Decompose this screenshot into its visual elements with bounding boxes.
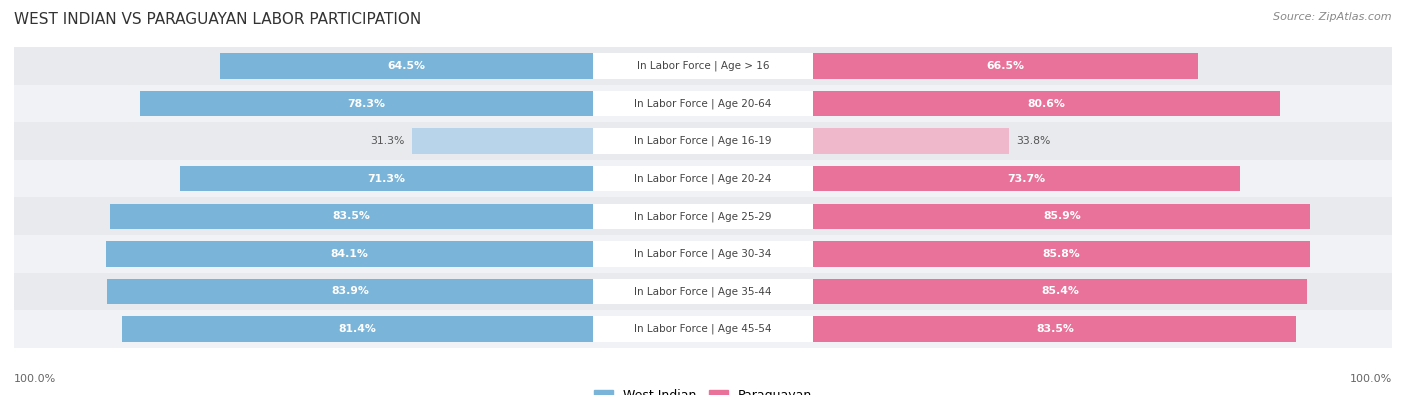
Bar xyxy=(14,160,1392,198)
Text: 33.8%: 33.8% xyxy=(1015,136,1050,146)
Bar xyxy=(813,278,1308,304)
Bar xyxy=(593,53,813,79)
Text: Source: ZipAtlas.com: Source: ZipAtlas.com xyxy=(1274,12,1392,22)
Text: In Labor Force | Age 25-29: In Labor Force | Age 25-29 xyxy=(634,211,772,222)
Bar xyxy=(14,122,1392,160)
Bar xyxy=(105,241,593,267)
Bar xyxy=(412,128,593,154)
Bar xyxy=(593,316,813,342)
Text: 80.6%: 80.6% xyxy=(1028,99,1066,109)
Text: 71.3%: 71.3% xyxy=(367,174,405,184)
Bar xyxy=(107,278,593,304)
Text: In Labor Force | Age > 16: In Labor Force | Age > 16 xyxy=(637,61,769,71)
Bar xyxy=(593,128,813,154)
Bar xyxy=(813,128,1010,154)
Bar xyxy=(593,91,813,117)
Text: 66.5%: 66.5% xyxy=(987,61,1025,71)
Text: In Labor Force | Age 20-64: In Labor Force | Age 20-64 xyxy=(634,98,772,109)
Text: WEST INDIAN VS PARAGUAYAN LABOR PARTICIPATION: WEST INDIAN VS PARAGUAYAN LABOR PARTICIP… xyxy=(14,12,422,27)
Bar xyxy=(14,310,1392,348)
Bar xyxy=(14,198,1392,235)
Bar xyxy=(813,316,1296,342)
Text: 73.7%: 73.7% xyxy=(1008,174,1046,184)
Text: 31.3%: 31.3% xyxy=(370,136,405,146)
Bar xyxy=(593,203,813,229)
Text: 81.4%: 81.4% xyxy=(339,324,377,334)
Bar xyxy=(180,166,593,192)
Bar xyxy=(593,166,813,192)
Text: 78.3%: 78.3% xyxy=(347,99,385,109)
Text: 83.9%: 83.9% xyxy=(330,286,368,296)
Bar xyxy=(593,241,813,267)
Text: 85.8%: 85.8% xyxy=(1043,249,1080,259)
Bar xyxy=(139,91,593,117)
Bar xyxy=(14,47,1392,85)
Text: 100.0%: 100.0% xyxy=(14,374,56,384)
Text: In Labor Force | Age 30-34: In Labor Force | Age 30-34 xyxy=(634,248,772,259)
Bar xyxy=(813,166,1240,192)
Text: 84.1%: 84.1% xyxy=(330,249,368,259)
Bar xyxy=(813,241,1310,267)
Bar xyxy=(813,53,1198,79)
Text: In Labor Force | Age 20-24: In Labor Force | Age 20-24 xyxy=(634,173,772,184)
Bar xyxy=(219,53,593,79)
Bar xyxy=(122,316,593,342)
Legend: West Indian, Paraguayan: West Indian, Paraguayan xyxy=(589,384,817,395)
Text: In Labor Force | Age 45-54: In Labor Force | Age 45-54 xyxy=(634,324,772,334)
Bar xyxy=(813,203,1310,229)
Bar xyxy=(14,273,1392,310)
Bar xyxy=(14,85,1392,122)
Text: In Labor Force | Age 16-19: In Labor Force | Age 16-19 xyxy=(634,136,772,147)
Text: 85.4%: 85.4% xyxy=(1042,286,1080,296)
Bar xyxy=(14,235,1392,273)
Text: 85.9%: 85.9% xyxy=(1043,211,1081,221)
Text: 83.5%: 83.5% xyxy=(1036,324,1074,334)
Bar xyxy=(593,278,813,304)
Text: 83.5%: 83.5% xyxy=(332,211,370,221)
Text: In Labor Force | Age 35-44: In Labor Force | Age 35-44 xyxy=(634,286,772,297)
Bar xyxy=(110,203,593,229)
Text: 64.5%: 64.5% xyxy=(387,61,425,71)
Bar xyxy=(813,91,1279,117)
Text: 100.0%: 100.0% xyxy=(1350,374,1392,384)
